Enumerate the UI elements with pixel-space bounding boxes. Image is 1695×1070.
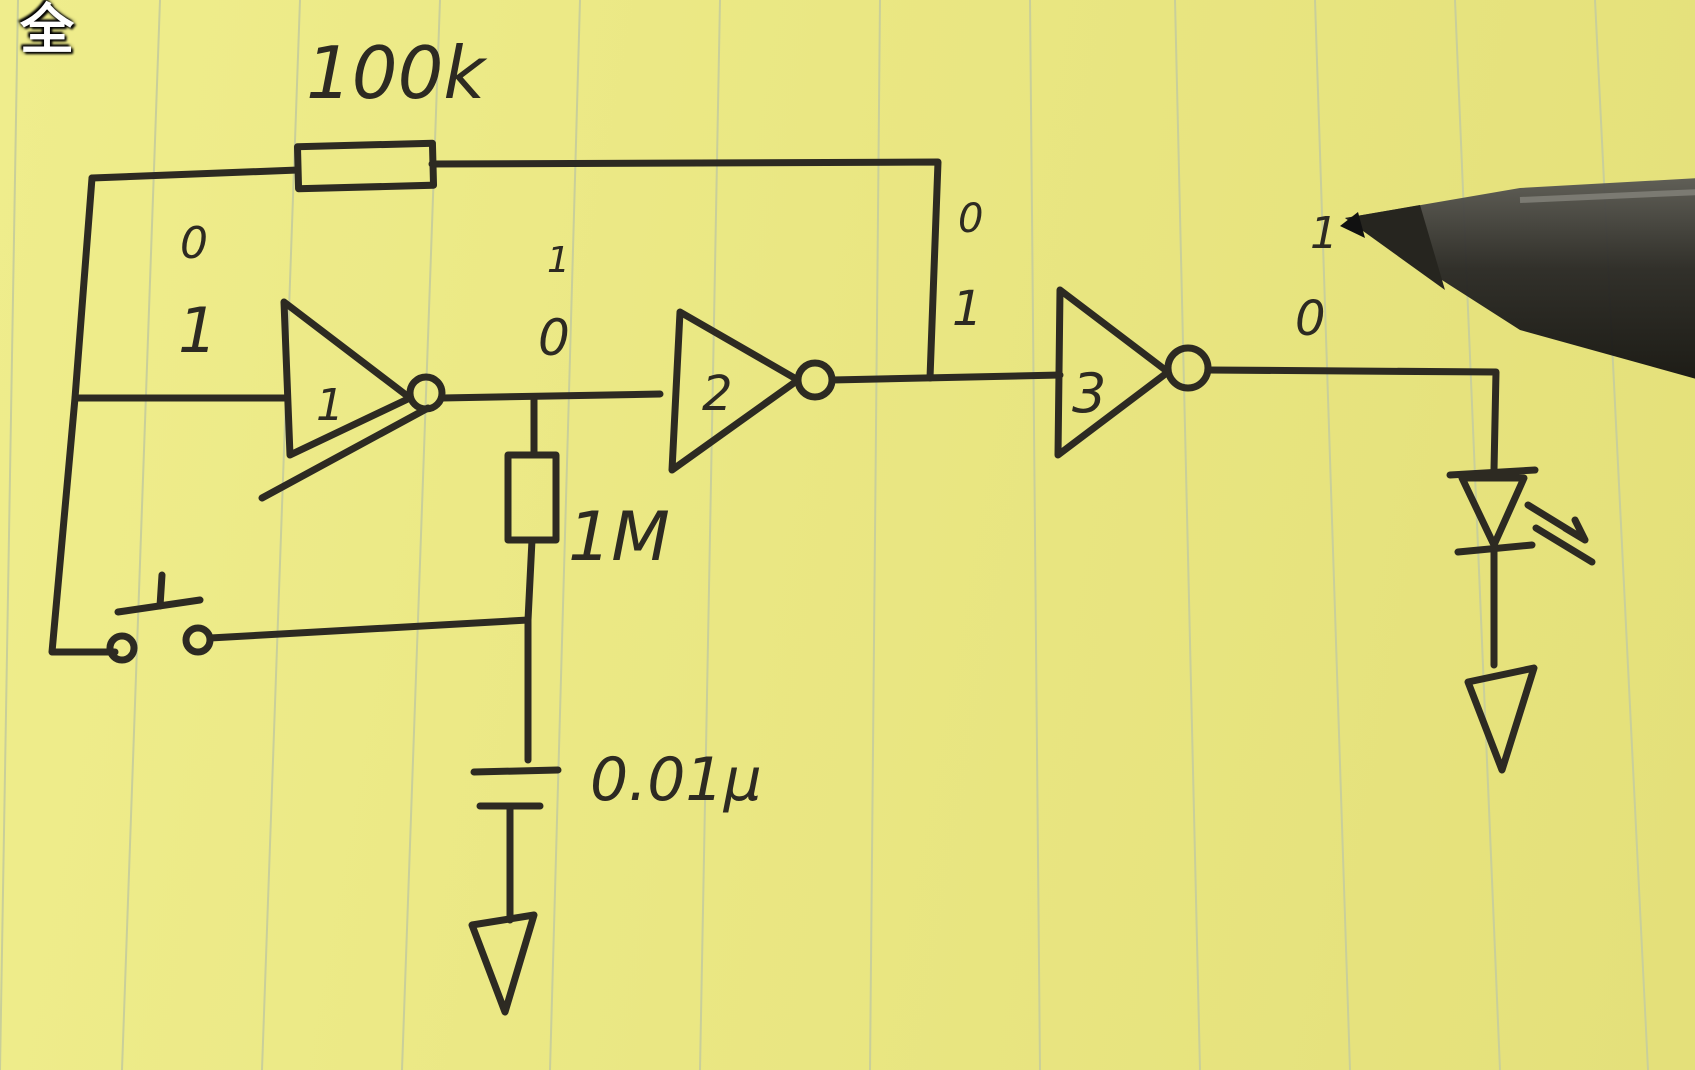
capacitor-icon <box>470 766 562 924</box>
wire-gate1-to-gate2 <box>438 390 664 402</box>
push-switch-icon <box>106 571 532 664</box>
resistor-100k-icon <box>293 139 438 193</box>
inverter-2-label: 2 <box>702 366 733 422</box>
gate1-output-state-low: 0 <box>538 309 570 367</box>
inverter-1-label: 1 <box>316 380 344 431</box>
inverter-3-label: 3 <box>1072 362 1106 425</box>
ground-icon-capacitor <box>468 911 538 1016</box>
inverter-1-icon <box>258 298 446 502</box>
wire-gate3-to-led <box>1204 366 1500 474</box>
capacitor-label: 0.01μ <box>590 745 762 815</box>
gate3-output-state-high: 1 <box>1310 208 1338 259</box>
resistor-100k-label: 100k <box>306 31 488 115</box>
resistor-1M-icon <box>504 394 560 764</box>
gate2-output-state-low: 1 <box>952 281 983 337</box>
gate2-output-state-high: 0 <box>958 196 983 242</box>
video-caption: 全 <box>20 0 74 61</box>
feedback-wires <box>48 158 942 656</box>
gate1-input-state-high: 0 <box>180 218 208 269</box>
resistor-1M-label: 1M <box>568 498 670 577</box>
pen-icon <box>1340 178 1695 379</box>
led-icon <box>1446 466 1596 669</box>
gate3-output-state-low: 0 <box>1295 291 1326 347</box>
ground-icon-led <box>1464 664 1538 774</box>
wire-gate2-to-gate3 <box>828 371 1064 384</box>
gate1-output-state-high: 1 <box>547 240 570 281</box>
gate1-input-state-low: 1 <box>178 294 217 367</box>
inverter-2-icon <box>668 308 836 474</box>
